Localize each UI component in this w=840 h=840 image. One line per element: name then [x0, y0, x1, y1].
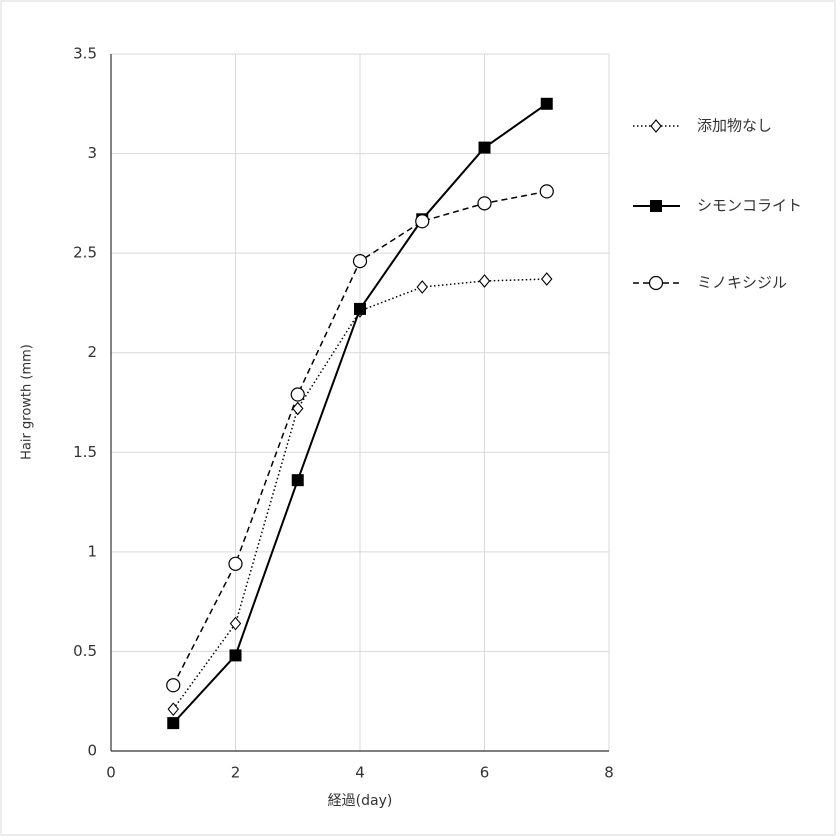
y-tick-label: 2.5	[73, 244, 97, 262]
marker	[477, 196, 492, 211]
x-tick-label: 6	[480, 764, 490, 782]
marker	[539, 184, 554, 199]
legend-marker	[650, 119, 662, 133]
marker	[290, 387, 305, 402]
y-axis-title: Hair growth (mm)	[20, 344, 35, 460]
y-tick-label: 1	[87, 542, 97, 560]
marker	[416, 280, 428, 294]
y-tick-label: 3.5	[73, 45, 97, 63]
marker	[228, 556, 243, 571]
y-tick-label: 0.5	[73, 642, 97, 660]
marker	[415, 214, 430, 229]
marker	[166, 678, 181, 693]
marker	[541, 272, 553, 286]
x-tick-label: 4	[355, 764, 365, 782]
legend-marker	[648, 275, 664, 291]
legend-label: シモンコライト	[697, 197, 802, 215]
x-tick-label: 2	[231, 764, 241, 782]
y-tick-label: 0	[87, 742, 97, 760]
marker	[478, 274, 491, 288]
marker	[292, 401, 304, 416]
marker	[291, 474, 304, 487]
marker	[478, 141, 491, 154]
y-tick-label: 1.5	[73, 443, 97, 461]
marker	[352, 254, 368, 269]
marker	[354, 302, 366, 315]
y-tick-label: 2	[87, 343, 97, 361]
legend-marker	[650, 200, 662, 212]
marker	[229, 616, 242, 631]
marker	[540, 97, 553, 110]
marker	[167, 702, 179, 717]
x-tick-label: 0	[106, 764, 116, 782]
x-axis-title: 経過(day)	[328, 793, 393, 809]
marker	[167, 717, 180, 730]
marker	[229, 649, 242, 662]
x-tick-label: 8	[604, 764, 614, 782]
y-tick-label: 3	[87, 144, 97, 162]
legend-label: 添加物なし	[697, 117, 772, 135]
legend-label: ミノキシジル	[697, 274, 787, 292]
